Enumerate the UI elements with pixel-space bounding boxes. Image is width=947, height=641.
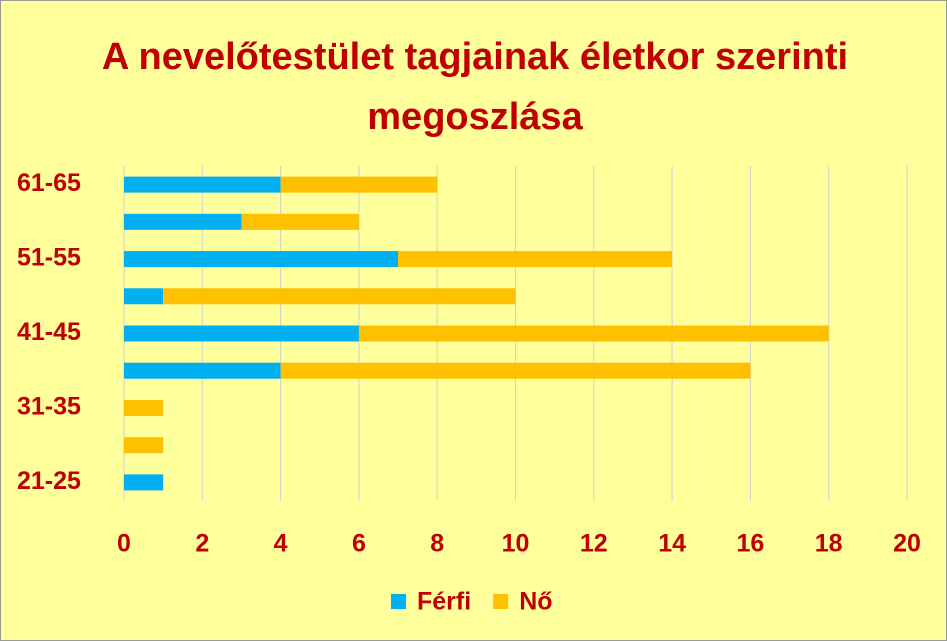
bar bbox=[280, 176, 438, 193]
x-tick-label: 12 bbox=[580, 530, 608, 558]
bar bbox=[124, 176, 281, 193]
x-tick-label: 6 bbox=[352, 530, 366, 558]
bar bbox=[124, 399, 164, 416]
x-tick-label: 14 bbox=[658, 530, 686, 558]
x-tick-label: 8 bbox=[430, 530, 444, 558]
x-tick-label: 0 bbox=[117, 530, 131, 558]
y-tick-label: 31-35 bbox=[17, 393, 81, 421]
y-tick-label: 61-65 bbox=[17, 169, 81, 197]
bar bbox=[124, 251, 399, 268]
y-tick-label: 21-25 bbox=[17, 467, 81, 495]
bar bbox=[163, 288, 516, 305]
legend-swatch bbox=[391, 594, 406, 609]
x-tick-label: 2 bbox=[195, 530, 209, 558]
bar bbox=[124, 325, 359, 342]
x-tick-label: 18 bbox=[815, 530, 843, 558]
legend-swatch bbox=[493, 594, 509, 609]
bar bbox=[280, 362, 751, 379]
bar bbox=[358, 325, 829, 342]
bar bbox=[124, 288, 164, 305]
x-tick-label: 16 bbox=[736, 530, 764, 558]
bar bbox=[124, 437, 164, 454]
bar bbox=[241, 213, 359, 230]
x-tick-label: 10 bbox=[502, 530, 530, 558]
x-tick-label: 20 bbox=[893, 530, 921, 558]
x-tick-label: 4 bbox=[274, 530, 288, 558]
chart-title: A nevelőtestület tagjainak életkor szeri… bbox=[101, 36, 849, 138]
y-tick-label: 51-55 bbox=[17, 244, 81, 272]
bar bbox=[124, 474, 164, 491]
legend-label: Férfi bbox=[417, 588, 471, 616]
bar bbox=[398, 251, 673, 268]
bar bbox=[124, 213, 242, 230]
y-tick-label: 41-45 bbox=[17, 318, 81, 346]
legend-label: Nő bbox=[519, 588, 552, 616]
bar bbox=[124, 362, 281, 379]
